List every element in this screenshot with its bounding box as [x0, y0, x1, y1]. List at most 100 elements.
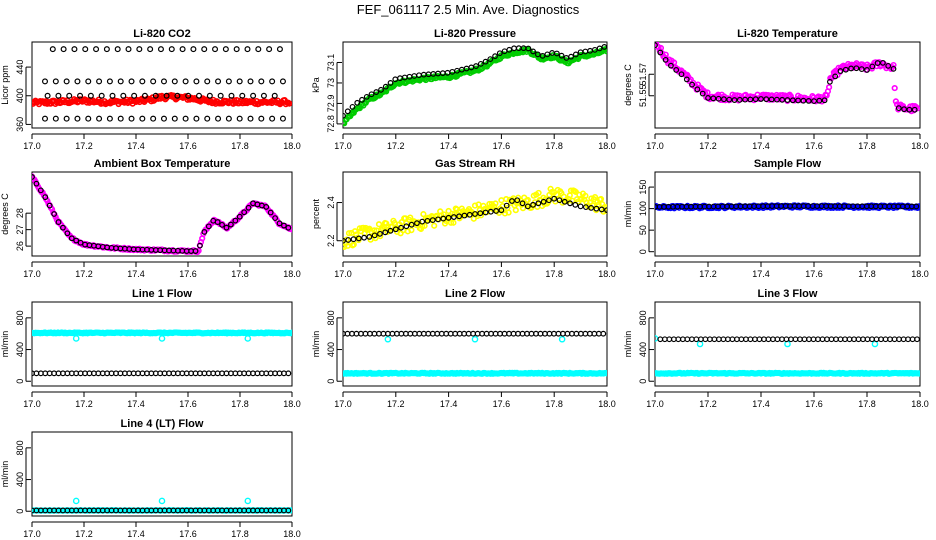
- x-tick-label: 17.6: [805, 399, 823, 409]
- data-point: [217, 92, 224, 99]
- data-point: [195, 247, 202, 254]
- data-point: [73, 237, 80, 244]
- data-point: [244, 46, 251, 53]
- data-point: [87, 92, 94, 99]
- data-point: [204, 78, 211, 85]
- data-point: [232, 217, 239, 224]
- chart-line3: Line 3 Flow ml/min 17.0 17.2 17.4 17.6 17.8 18.…: [623, 288, 929, 409]
- chart-title: Line 1 Flow: [132, 288, 192, 300]
- data-point: [890, 61, 897, 69]
- data-point: [52, 115, 59, 122]
- data-point: [710, 95, 717, 102]
- data-point: [236, 78, 243, 85]
- data-point: [193, 78, 200, 85]
- data-point: [353, 231, 360, 238]
- x-tick-label: 17.8: [545, 399, 563, 409]
- data-point: [566, 192, 573, 199]
- data-point: [245, 204, 252, 211]
- data-point: [811, 98, 817, 105]
- data-point: [530, 201, 536, 208]
- x-tick-label: 17.2: [387, 141, 405, 151]
- data-point: [212, 46, 219, 53]
- data-point: [779, 96, 786, 103]
- data-point: [795, 97, 801, 104]
- y-tick-label: 0: [326, 379, 336, 384]
- x-tick-label: 17.2: [699, 269, 717, 279]
- data-point: [49, 46, 56, 53]
- data-point: [33, 180, 40, 187]
- x-tick-label: 17.6: [805, 269, 823, 279]
- y-axis-label: ml/min: [0, 461, 10, 488]
- data-series: [32, 497, 292, 514]
- data-point: [450, 214, 457, 220]
- x-tick-label: 18.0: [911, 269, 929, 279]
- data-point: [46, 202, 53, 209]
- data-point: [699, 90, 706, 97]
- data-point: [114, 46, 121, 53]
- data-point: [37, 187, 44, 194]
- data-point: [377, 233, 384, 240]
- data-point: [74, 115, 81, 122]
- plot-frame: [31, 301, 293, 387]
- x-tick-label: 17.4: [440, 141, 458, 151]
- data-point: [192, 248, 199, 254]
- data-point: [525, 45, 532, 52]
- data-point: [269, 115, 276, 122]
- x-tick-label: 17.6: [493, 399, 511, 409]
- data-point: [279, 115, 286, 122]
- x-tick-label: 17.4: [752, 269, 770, 279]
- data-point: [668, 62, 674, 69]
- data-point: [736, 96, 743, 103]
- x-tick-label: 17.2: [75, 399, 93, 409]
- data-point: [227, 221, 234, 228]
- data-point: [371, 232, 378, 239]
- data-point: [387, 80, 394, 86]
- plot-frame: [654, 171, 921, 257]
- y-tick-label: 150: [638, 180, 648, 195]
- data-point: [657, 49, 664, 56]
- chart-title: Li-820 CO2: [133, 28, 190, 40]
- y-axis-label: kPa: [311, 77, 321, 93]
- y-axis-label: percent: [311, 198, 321, 229]
- data-point: [378, 86, 384, 93]
- y-tick-label: 400: [326, 342, 336, 357]
- data-point: [182, 78, 189, 85]
- data-point: [486, 200, 493, 208]
- data-point: [63, 78, 70, 85]
- x-tick-label: 17.0: [334, 141, 352, 151]
- data-point: [524, 196, 531, 204]
- x-tick-label: 17.6: [179, 399, 197, 409]
- data-point: [414, 220, 420, 227]
- chart-ambient: Ambient Box Temperature degrees C 17.0 17.2…: [0, 158, 301, 279]
- data-point: [366, 234, 373, 240]
- x-tick-label: 17.8: [545, 269, 563, 279]
- data-point: [869, 63, 876, 70]
- x-tick-label: 17.4: [752, 399, 770, 409]
- data-point: [244, 335, 252, 342]
- data-point: [258, 115, 265, 122]
- page-title: FEF_061117 2.5 Min. Ave. Diagnostics: [356, 2, 580, 17]
- plot-frame: [31, 431, 293, 517]
- data-point: [842, 66, 849, 73]
- data-point: [424, 217, 431, 224]
- x-tick-label: 17.4: [440, 399, 458, 409]
- chart-title: Line 4 (LT) Flow: [121, 418, 204, 430]
- data-point: [120, 92, 127, 99]
- data-series: [32, 173, 292, 256]
- data-point: [363, 93, 370, 100]
- data-point: [827, 78, 833, 85]
- data-point: [453, 206, 461, 213]
- data-point: [420, 211, 427, 218]
- series-line4-black-: [32, 507, 292, 514]
- data-point: [68, 235, 75, 242]
- x-tick-label: 18.0: [598, 399, 616, 409]
- data-point: [103, 46, 110, 53]
- data-point: [901, 106, 907, 113]
- data-point: [673, 67, 680, 73]
- x-tick-label: 17.0: [23, 399, 41, 409]
- x-tick-label: 17.0: [646, 141, 664, 151]
- x-tick-label: 17.0: [334, 269, 352, 279]
- data-point: [593, 205, 600, 212]
- x-tick-label: 17.8: [231, 141, 249, 151]
- chart-line1: Line 1 Flow ml/min 17.0 17.2 17.4 17.6 17.8 18.…: [0, 288, 301, 409]
